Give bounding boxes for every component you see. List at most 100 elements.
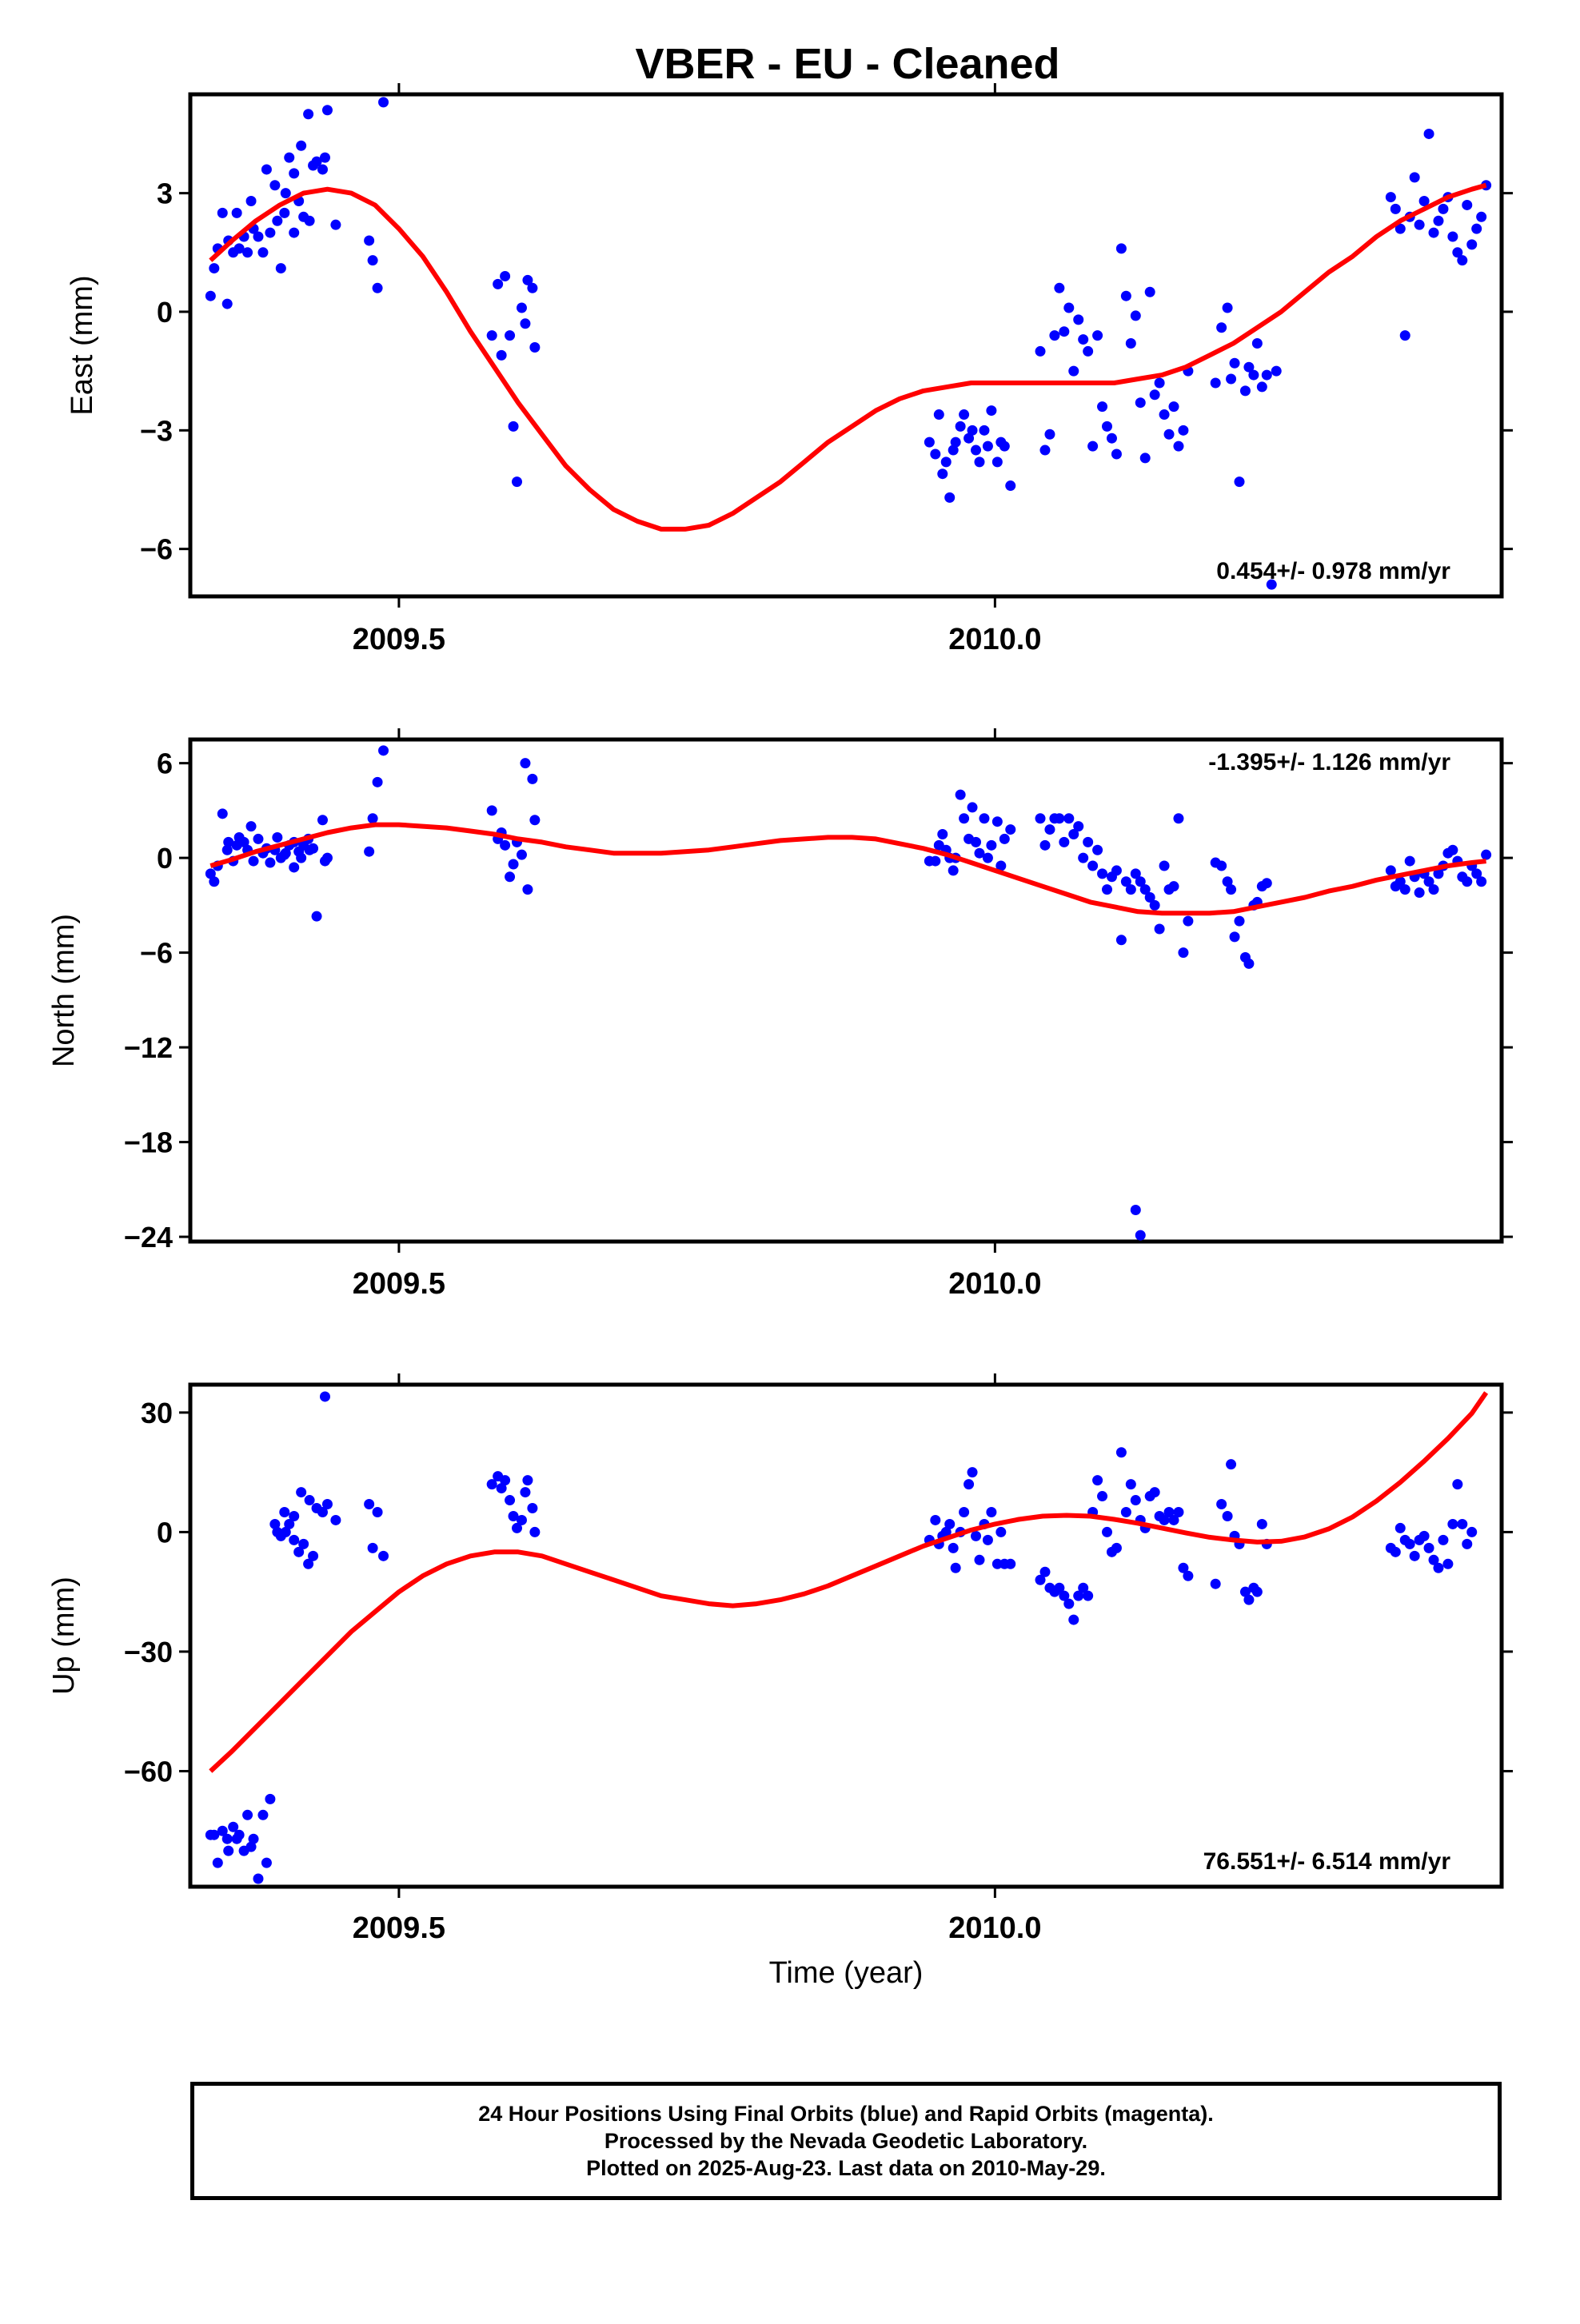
data-point (520, 758, 531, 769)
data-point (296, 140, 307, 151)
data-point (930, 855, 941, 867)
data-point (1394, 876, 1406, 887)
data-point (209, 876, 220, 887)
data-point (1068, 828, 1079, 839)
data-point (522, 274, 533, 285)
data-point (311, 156, 322, 167)
data-point (303, 1558, 314, 1569)
data-point (1210, 377, 1221, 389)
data-point (1216, 860, 1227, 871)
chart-title: VBER - EU - Cleaned (635, 40, 1059, 88)
data-point (1471, 868, 1482, 879)
data-point (979, 425, 990, 436)
data-point (284, 1518, 295, 1529)
data-point (1414, 887, 1425, 899)
data-point (1173, 1506, 1184, 1517)
data-point (955, 421, 966, 432)
data-point (974, 456, 985, 468)
data-point (1111, 448, 1122, 460)
y-tick-label: 30 (141, 1397, 173, 1429)
data-point (1115, 935, 1127, 946)
data-point (1144, 891, 1155, 903)
data-point (1149, 389, 1160, 401)
y-tick-label: −18 (124, 1126, 173, 1159)
fit-curve (209, 822, 1486, 916)
data-point (228, 1821, 239, 1832)
data-point (1125, 1479, 1136, 1490)
y-tick-label: 0 (157, 296, 173, 329)
data-point (1154, 923, 1165, 935)
data-point (330, 219, 341, 230)
footer-line-2: Processed by the Nevada Geodetic Laborat… (604, 2129, 1088, 2153)
data-point (982, 440, 993, 452)
data-point (505, 330, 516, 341)
data-point (986, 405, 997, 417)
data-point (209, 1829, 220, 1840)
data-point (1462, 199, 1473, 210)
data-point (1049, 330, 1060, 341)
data-point (508, 1510, 519, 1521)
data-point (378, 745, 389, 756)
data-point (253, 1873, 264, 1884)
data-point (272, 831, 283, 843)
y-axis-label: North (mm) (47, 914, 81, 1067)
data-point (304, 844, 315, 855)
data-point (223, 1845, 234, 1856)
data-point (284, 152, 295, 163)
data-point (1178, 425, 1189, 436)
data-point (986, 839, 997, 851)
y-axis-label: East (mm) (66, 275, 99, 415)
data-point (1005, 480, 1016, 492)
data-point (1054, 282, 1065, 293)
data-point (1063, 302, 1075, 313)
data-point (296, 852, 307, 863)
data-point (1059, 326, 1070, 337)
data-point (311, 911, 322, 922)
data-point (364, 235, 375, 246)
data-point (275, 263, 286, 274)
data-point (1144, 286, 1155, 297)
x-tick-label: 2009.5 (353, 1267, 445, 1301)
data-point (1183, 915, 1194, 927)
data-point (1216, 322, 1227, 333)
data-point (991, 456, 1003, 468)
panel-up: −60 −30 0 30 2009.5 2010.0 Up (mm) 76.551+/- 6.… (47, 1373, 1513, 1945)
data-point (1239, 385, 1251, 397)
data-point (1092, 330, 1103, 341)
data-point (1073, 821, 1084, 832)
data-point (1481, 849, 1492, 860)
data-point (303, 109, 314, 120)
data-point (1115, 1447, 1127, 1458)
data-point (1059, 1590, 1070, 1601)
data-point (1385, 865, 1396, 876)
data-point (378, 97, 389, 108)
data-point (496, 1483, 507, 1494)
data-point (319, 152, 330, 163)
data-point (238, 836, 249, 847)
data-point (1251, 1586, 1263, 1597)
data-point (1222, 876, 1233, 887)
data-point (1083, 345, 1094, 357)
data-point (995, 1526, 1007, 1537)
panel-east: −6 −3 0 3 2009.5 2010.0 East (mm) 0.454+/- 0.97… (66, 83, 1513, 656)
data-point (1256, 1518, 1267, 1529)
data-point (950, 1562, 961, 1573)
data-point (1068, 365, 1079, 377)
data-point (1139, 884, 1151, 895)
data-point (1111, 865, 1122, 876)
data-point (1409, 1550, 1420, 1561)
data-point (272, 215, 283, 226)
data-point (1457, 1518, 1468, 1529)
data-point (991, 816, 1003, 827)
data-points (205, 1391, 1478, 1884)
data-point (289, 1510, 300, 1521)
data-point (1222, 1510, 1233, 1521)
data-point (1102, 884, 1113, 895)
data-point (1159, 860, 1170, 871)
data-point (253, 833, 264, 844)
data-point (1097, 401, 1108, 413)
data-point (242, 1809, 253, 1820)
data-point (1135, 876, 1146, 887)
data-point (269, 1518, 281, 1529)
